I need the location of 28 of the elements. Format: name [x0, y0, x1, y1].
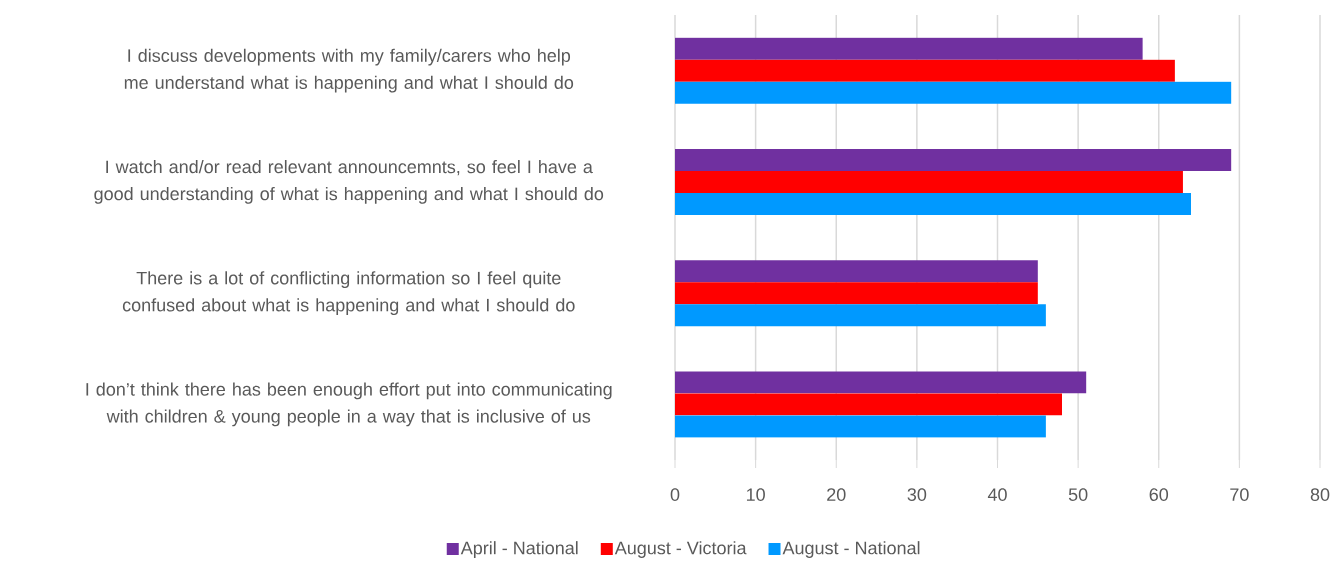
y-tick-label: I discuss developments with my family/carers who help me understand what is happening and what I should do — [124, 48, 574, 93]
bar — [675, 415, 1046, 438]
x-tick-label: 0 — [670, 488, 680, 501]
x-tick-label: 10 — [746, 488, 765, 501]
bar — [675, 170, 1183, 193]
legend-label: April - National — [460, 541, 578, 558]
x-tick-label: 30 — [907, 488, 927, 501]
legend-label: August - Victoria — [614, 541, 747, 558]
bar — [675, 59, 1175, 82]
x-tick-label: 70 — [1230, 488, 1249, 501]
bar — [675, 260, 1038, 283]
y-tick-label: I don’t think there has been enough effort put into communicating with children & young people in a way that is inclusive of us — [86, 382, 612, 427]
bar — [675, 37, 1143, 60]
legend-label: August - National — [782, 541, 920, 558]
x-tick-label: 50 — [1068, 488, 1088, 501]
bar — [675, 393, 1062, 416]
y-tick-label: I watch and/or read relevant announcemnts, so feel I have a good understanding of what is happening and what I should do — [94, 159, 604, 204]
x-tick-label: 60 — [1149, 488, 1169, 501]
x-tick-label: 80 — [1310, 488, 1330, 501]
bar — [675, 371, 1087, 394]
x-tick-label: 20 — [827, 488, 846, 501]
y-tick-label: There is a lot of conflicting information so I feel quite confused about what is happening and what I should do — [122, 271, 575, 316]
bar — [675, 282, 1038, 305]
bar — [675, 192, 1191, 215]
bar — [675, 81, 1232, 104]
bar — [675, 304, 1046, 327]
bar — [675, 148, 1232, 171]
x-tick-label: 40 — [987, 488, 1007, 501]
